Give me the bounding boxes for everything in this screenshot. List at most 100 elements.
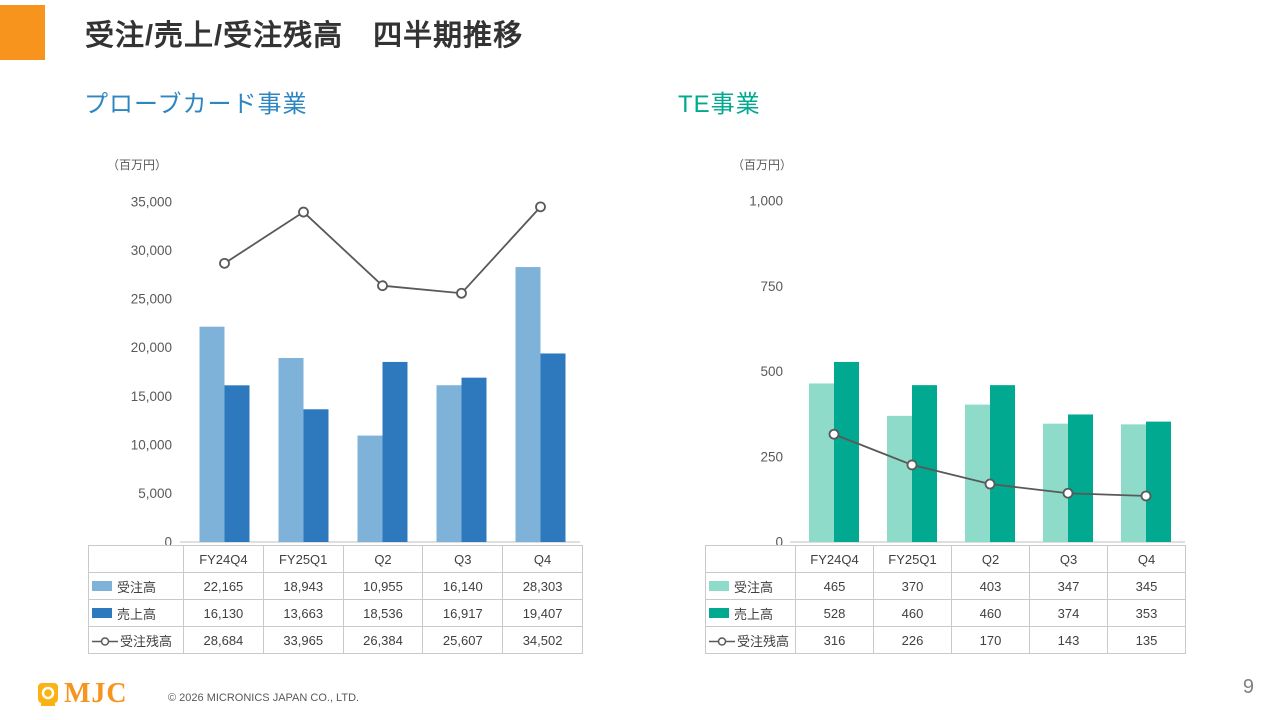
value-cell: 26,384 — [342, 626, 424, 654]
slide-title: 受注/売上/受注残高 四半期推移 — [85, 20, 524, 52]
copyright: © 2026 MICRONICS JAPAN CO., LTD. — [168, 692, 360, 704]
category-label: Q3 — [422, 545, 504, 573]
value-cell: 10,955 — [342, 572, 424, 600]
legend-cell: 売上高 — [88, 599, 184, 627]
table-row: 受注高 22,165 18,943 10,955 16,140 28,303 — [88, 572, 583, 600]
legend-cell: 受注残高 — [705, 626, 796, 654]
bar-売上高-Q4 — [1146, 421, 1171, 542]
value-cell: 28,303 — [502, 572, 583, 600]
y-tick-label: 1,000 — [749, 194, 783, 209]
section-title-probe-card: プローブカード事業 — [84, 91, 308, 118]
table-row: 受注残高 28,684 33,965 26,384 25,607 34,502 — [88, 626, 583, 654]
category-label: Q4 — [502, 545, 583, 573]
mjc-logo: MJC — [38, 678, 128, 710]
value-cell: 28,684 — [183, 626, 264, 654]
y-tick-label: 35,000 — [131, 195, 172, 210]
value-cell: 170 — [951, 626, 1030, 654]
value-cell: 370 — [873, 572, 952, 600]
value-cell: 226 — [873, 626, 952, 654]
backlog-marker-Q4 — [1140, 490, 1152, 502]
value-cell: 34,502 — [502, 626, 583, 654]
value-cell: 13,663 — [262, 599, 344, 627]
bar-売上高-Q2 — [382, 361, 408, 542]
value-cell: 18,536 — [342, 599, 424, 627]
bar-受注高-FY25Q1 — [887, 415, 912, 542]
te-business-table: FY24Q4 FY25Q1 Q2 Q3 Q4 受注高 465 370 403 347 345 売上高 5… — [705, 545, 1186, 654]
bar-売上高-Q4 — [540, 353, 566, 542]
value-cell: 345 — [1107, 572, 1186, 600]
value-cell: 347 — [1029, 572, 1108, 600]
unit-label: （百万円） — [107, 158, 168, 172]
bar-売上高-FY24Q4 — [834, 361, 859, 542]
backlog-marker-Q2 — [377, 280, 388, 292]
legend-name: 受注残高 — [120, 633, 173, 649]
value-cell: 465 — [795, 572, 874, 600]
table-row: 受注残高 316 226 170 143 135 — [705, 626, 1186, 654]
section-title-te: TE事業 — [678, 91, 761, 118]
category-label: FY24Q4 — [795, 545, 874, 573]
legend-swatch-icon — [92, 581, 112, 591]
bar-受注高-FY24Q4 — [809, 383, 834, 542]
bar-売上高-Q3 — [461, 377, 487, 542]
category-label: Q4 — [1107, 545, 1186, 573]
probe-card-table: FY24Q4 FY25Q1 Q2 Q3 Q4 受注高 22,165 18,943 10,955 1… — [88, 545, 583, 654]
bar-受注高-Q2 — [357, 435, 383, 542]
mjc-logo-icon — [38, 682, 58, 706]
backlog-marker-Q3 — [1062, 487, 1074, 499]
legend-cell: 受注残高 — [88, 626, 184, 654]
probe-card-chart: 0 5,000 10,000 15,000 20,000 25,000 30,000 35,0… — [131, 195, 580, 547]
table-header-row: FY24Q4 FY25Q1 Q2 Q3 Q4 — [88, 545, 583, 573]
category-label: Q3 — [1029, 545, 1108, 573]
y-tick-label: 750 — [760, 279, 783, 294]
legend-name: 受注高 — [117, 579, 157, 595]
backlog-marker-Q3 — [456, 287, 467, 299]
bar-売上高-FY24Q4 — [224, 385, 250, 542]
legend-cell: 受注高 — [705, 572, 796, 600]
te-business-section: TE事業 （百万円） 0 250 500 750 1,000 FY24Q4 FY25Q1 Q… — [678, 84, 1193, 664]
bar-売上高-Q3 — [1068, 414, 1093, 542]
backlog-marker-Q2 — [984, 478, 996, 490]
legend-cell: 受注高 — [88, 572, 184, 600]
bar-受注高-Q2 — [965, 404, 990, 542]
y-tick-label: 5,000 — [138, 486, 172, 501]
unit-label: （百万円） — [732, 158, 793, 172]
backlog-marker-FY24Q4 — [219, 257, 230, 269]
accent-square — [0, 5, 45, 60]
mjc-logo-text: MJC — [64, 678, 128, 709]
y-tick-label: 0 — [775, 535, 783, 548]
empty-corner-cell — [88, 545, 184, 573]
value-cell: 135 — [1107, 626, 1186, 654]
table-row: 売上高 528 460 460 374 353 — [705, 599, 1186, 627]
category-label: Q2 — [342, 545, 424, 573]
value-cell: 33,965 — [262, 626, 344, 654]
legend-swatch-icon — [709, 581, 729, 591]
bar-受注高-Q3 — [1043, 423, 1068, 542]
legend-name: 売上高 — [734, 606, 774, 622]
value-cell: 19,407 — [502, 599, 583, 627]
y-tick-label: 30,000 — [131, 243, 172, 258]
value-cell: 374 — [1029, 599, 1108, 627]
legend-name: 受注残高 — [737, 633, 790, 649]
bar-売上高-Q2 — [990, 385, 1015, 542]
y-tick-label: 250 — [760, 449, 783, 464]
value-cell: 22,165 — [183, 572, 264, 600]
value-cell: 403 — [951, 572, 1030, 600]
category-label: FY25Q1 — [262, 545, 344, 573]
legend-name: 受注高 — [734, 579, 774, 595]
bar-受注高-FY25Q1 — [278, 357, 304, 542]
value-cell: 18,943 — [262, 572, 344, 600]
value-cell: 16,140 — [422, 572, 504, 600]
table-row: 受注高 465 370 403 347 345 — [705, 572, 1186, 600]
legend-swatch-icon — [709, 608, 729, 618]
category-label: Q2 — [951, 545, 1030, 573]
bar-受注高-FY24Q4 — [199, 326, 225, 542]
empty-corner-cell — [705, 545, 796, 573]
probe-card-section: プローブカード事業 （百万円） 0 5,000 10,000 15,000 20,000… — [84, 84, 594, 664]
value-cell: 460 — [951, 599, 1030, 627]
legend-cell: 売上高 — [705, 599, 796, 627]
backlog-marker-FY25Q1 — [906, 459, 918, 471]
bar-売上高-FY25Q1 — [303, 409, 329, 542]
legend-line-marker-icon — [709, 633, 735, 648]
category-label: FY25Q1 — [873, 545, 952, 573]
